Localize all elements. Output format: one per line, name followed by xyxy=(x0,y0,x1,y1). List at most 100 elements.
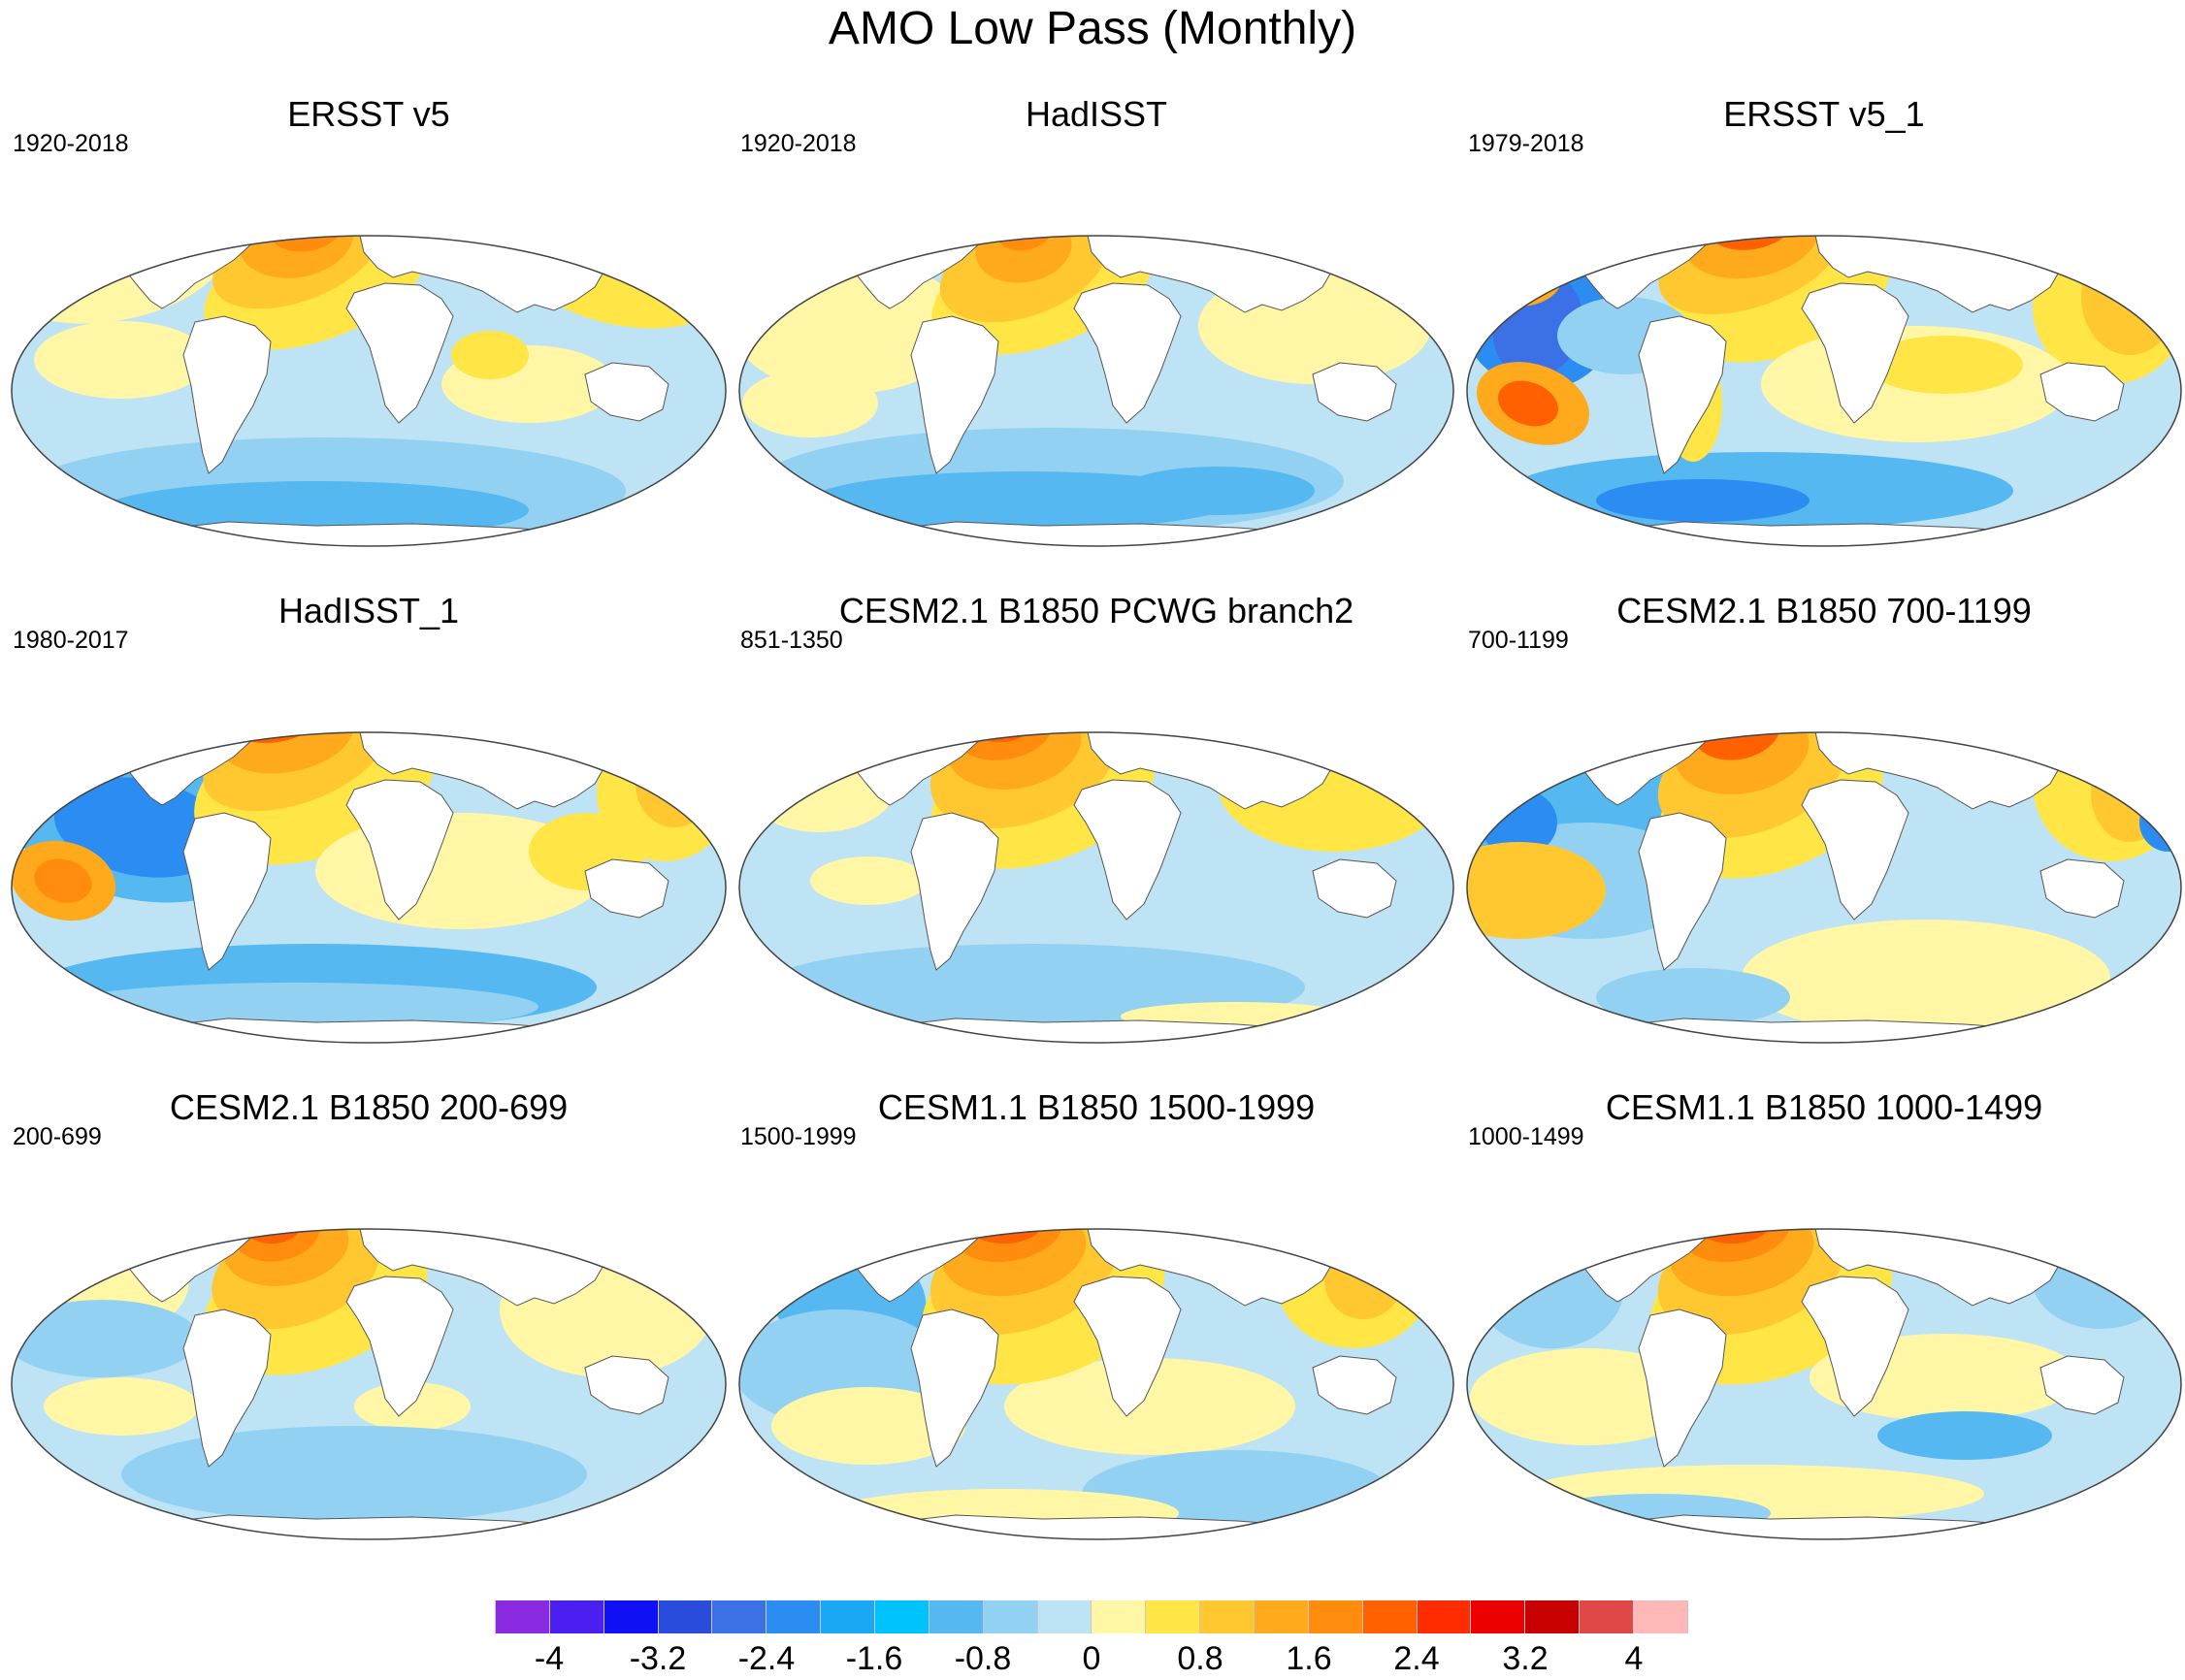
land-australia xyxy=(2039,362,2125,422)
land-eurasia xyxy=(1812,732,2092,810)
anomaly-blob xyxy=(146,190,592,210)
land-south-america xyxy=(910,315,999,474)
map-panel-cesm2-200-699: CESM2.1 B1850 200-699 200-699 xyxy=(5,1086,733,1583)
panel-period: 700-1199 xyxy=(1468,627,1569,654)
anomaly-blob xyxy=(1498,380,1558,427)
colorbar-label: -2.4 xyxy=(737,1640,796,1677)
anomaly-blob xyxy=(1877,1411,2052,1460)
colorbar-swatch xyxy=(983,1600,1038,1633)
figure-title: AMO Low Pass (Monthly) xyxy=(828,3,1357,54)
anomaly-blob xyxy=(2081,239,2178,355)
anomaly-blob xyxy=(1533,685,2115,727)
land-australia xyxy=(2039,858,2125,919)
sst-anomaly-field xyxy=(1467,194,2181,546)
map-panel-cesm2-700-1199: CESM2.1 B1850 700-1199 700-1199 xyxy=(1460,590,2185,1086)
colorbar-swatch xyxy=(766,1600,822,1633)
anomaly-blob xyxy=(247,697,296,725)
land-australia xyxy=(1312,1355,1397,1415)
land-greenland xyxy=(1763,691,1829,731)
sst-anomaly-field xyxy=(12,1187,726,1539)
sst-anomaly-field xyxy=(12,190,726,546)
colorbar-swatch xyxy=(1146,1600,1201,1633)
anomaly-blob xyxy=(247,1201,286,1228)
anomaly-blob xyxy=(2033,1232,2169,1329)
anomaly-blob xyxy=(1475,248,1562,307)
panel-period: 1000-1499 xyxy=(1468,1123,1584,1150)
map-hadisst-1 xyxy=(11,691,727,1044)
map-ersst-v5-1 xyxy=(1466,194,2182,547)
colorbar: -4 -3.2 -2.4 -1.6 -0.8 0 0.8 1.6 2.4 3.2… xyxy=(495,1600,1688,1680)
colorbar-swatch xyxy=(1362,1600,1418,1633)
globe-outline xyxy=(11,235,727,547)
land-eurasia xyxy=(357,236,636,313)
land-south-america xyxy=(182,315,272,474)
globe-outline xyxy=(11,731,727,1044)
colorbar-swatch xyxy=(1525,1600,1581,1633)
anomaly-blob xyxy=(2091,1229,2149,1251)
globe-outline xyxy=(1466,1228,2182,1540)
colorbar-swatch xyxy=(1037,1600,1092,1633)
land-eurasia xyxy=(1085,236,1364,313)
land-eurasia xyxy=(1812,1229,2092,1307)
land-greenland xyxy=(308,691,374,731)
colorbar-swatch xyxy=(929,1600,984,1633)
map-cesm2-700-1199 xyxy=(1466,685,2182,1044)
colorbar-label: -3.2 xyxy=(629,1640,687,1677)
panel-period: 1979-2018 xyxy=(1468,130,1584,157)
panel-title: HadISST_1 xyxy=(277,591,460,630)
land-africa xyxy=(1073,779,1182,921)
land-south-america xyxy=(910,1308,999,1468)
panel-title: ERSST v5_1 xyxy=(1723,94,1925,134)
anomaly-blob xyxy=(971,695,1018,727)
globe-outline xyxy=(11,1228,727,1540)
land-africa xyxy=(345,1276,454,1417)
land-africa xyxy=(1801,282,1909,424)
sst-anomaly-field xyxy=(12,691,726,1043)
anomaly-blob xyxy=(1698,1195,1756,1226)
colorbar-label: -4 xyxy=(534,1640,565,1677)
land-africa xyxy=(345,282,454,424)
land-greenland xyxy=(1763,1187,1829,1228)
map-panel-ersst-v5-1: ERSST v5_1 1979-2018 xyxy=(1460,93,2185,590)
anomaly-blob xyxy=(255,1203,275,1218)
land-greenland xyxy=(308,1187,374,1228)
map-panel-ersst-v5: ERSST v5 1920-2018 xyxy=(5,93,733,590)
anomaly-blob xyxy=(34,321,209,399)
anomaly-blob xyxy=(1042,682,1122,715)
anomaly-blob xyxy=(1533,1181,2115,1224)
land-greenland xyxy=(1035,691,1101,731)
anomaly-blob xyxy=(742,370,878,437)
colorbar-label: 0 xyxy=(1082,1640,1101,1677)
panel-period: 200-699 xyxy=(13,1123,102,1150)
map-cesm2-200-699 xyxy=(11,1187,727,1540)
colorbar-swatch xyxy=(658,1600,713,1633)
map-panel-hadisst-1: HadISST_1 1980-2017 xyxy=(5,590,733,1086)
anomaly-blob xyxy=(1717,202,1766,233)
colorbar-swatch xyxy=(603,1600,659,1633)
anomaly-blob xyxy=(1710,699,1745,723)
land-africa xyxy=(1073,282,1182,424)
land-australia xyxy=(584,1355,669,1415)
land-greenland xyxy=(1763,194,1829,235)
land-eurasia xyxy=(1812,236,2092,313)
anomaly-blob xyxy=(1703,732,1761,735)
land-greenland xyxy=(308,194,374,235)
anomaly-blob xyxy=(1008,208,1039,231)
panel-title: HadISST xyxy=(1025,94,1168,134)
anomaly-blob xyxy=(976,1197,1023,1224)
anomaly-blob xyxy=(1004,1358,1295,1455)
colorbar-swatch xyxy=(712,1600,767,1633)
land-africa xyxy=(1801,779,1909,921)
colorbar-swatch xyxy=(1255,1600,1309,1633)
anomaly-blob xyxy=(44,1377,199,1436)
sst-anomaly-field xyxy=(1467,685,2181,1043)
map-panel-cesm2-pcwg-branch2: CESM2.1 B1850 PCWG branch2 851-1350 xyxy=(733,590,1460,1086)
colorbar-label: 0.8 xyxy=(1177,1640,1223,1677)
panel-period: 1500-1999 xyxy=(740,1123,857,1150)
colorbar-swatch xyxy=(1417,1600,1472,1633)
map-cesm1-1500-1999 xyxy=(738,1197,1454,1540)
sst-anomaly-field xyxy=(739,682,1453,1043)
globe-outline xyxy=(1466,235,2182,547)
colorbar-swatch xyxy=(549,1600,604,1633)
colorbar-swatch xyxy=(1580,1600,1635,1633)
